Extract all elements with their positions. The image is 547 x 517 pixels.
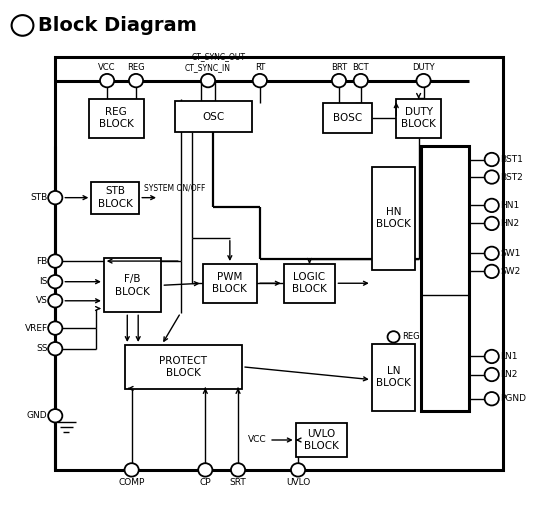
Text: PWM
BLOCK: PWM BLOCK — [212, 272, 247, 295]
Circle shape — [48, 275, 62, 288]
Circle shape — [201, 74, 215, 87]
Text: REG: REG — [401, 332, 420, 341]
Text: HN2: HN2 — [500, 219, 519, 228]
Circle shape — [485, 392, 499, 405]
Circle shape — [291, 463, 305, 477]
Circle shape — [48, 254, 62, 268]
Circle shape — [485, 265, 499, 278]
Bar — [295, 423, 347, 457]
Circle shape — [485, 350, 499, 363]
Text: CP: CP — [200, 478, 211, 487]
Text: STB: STB — [31, 193, 48, 202]
Text: SW2: SW2 — [500, 267, 520, 276]
Circle shape — [485, 247, 499, 260]
Circle shape — [48, 322, 62, 335]
Bar — [396, 99, 441, 138]
Text: BST1: BST1 — [500, 155, 523, 164]
Text: BST2: BST2 — [500, 173, 523, 181]
Text: BCT: BCT — [352, 64, 369, 72]
Text: Block Diagram: Block Diagram — [38, 16, 197, 35]
Text: BOSC: BOSC — [333, 113, 362, 123]
Text: F/B
BLOCK: F/B BLOCK — [115, 274, 150, 297]
Bar — [202, 264, 257, 302]
Circle shape — [231, 463, 245, 477]
Text: LN2: LN2 — [500, 370, 517, 379]
Text: PGND: PGND — [500, 394, 526, 403]
Bar — [372, 166, 415, 270]
Circle shape — [485, 199, 499, 212]
Text: HN
BLOCK: HN BLOCK — [376, 207, 411, 230]
Text: CT_SYNC_IN: CT_SYNC_IN — [185, 64, 231, 72]
Circle shape — [48, 191, 62, 204]
Bar — [125, 345, 242, 389]
Text: VCC: VCC — [98, 64, 116, 72]
Bar — [55, 57, 503, 470]
Text: BRT: BRT — [331, 64, 347, 72]
Text: OSC: OSC — [202, 112, 225, 121]
Text: SW1: SW1 — [500, 249, 520, 258]
Text: DUTY
BLOCK: DUTY BLOCK — [401, 107, 436, 129]
Text: VS: VS — [36, 296, 48, 305]
Circle shape — [387, 331, 399, 343]
Circle shape — [48, 342, 62, 355]
Text: SRT: SRT — [230, 478, 246, 487]
Bar — [421, 146, 469, 410]
Circle shape — [485, 368, 499, 381]
Text: RT: RT — [255, 64, 265, 72]
Circle shape — [354, 74, 368, 87]
Text: VCC: VCC — [248, 435, 267, 445]
Circle shape — [253, 74, 267, 87]
Circle shape — [100, 74, 114, 87]
Bar — [89, 99, 144, 138]
Text: IS: IS — [39, 277, 48, 286]
Text: UVLO
BLOCK: UVLO BLOCK — [304, 429, 339, 451]
Text: VREF: VREF — [25, 324, 48, 332]
Circle shape — [485, 153, 499, 166]
Circle shape — [416, 74, 430, 87]
Circle shape — [332, 74, 346, 87]
Circle shape — [11, 15, 33, 36]
Text: LN
BLOCK: LN BLOCK — [376, 366, 411, 388]
Text: PROTECT
BLOCK: PROTECT BLOCK — [160, 356, 207, 378]
Text: REG
BLOCK: REG BLOCK — [99, 107, 134, 129]
Text: GND: GND — [27, 411, 48, 420]
Bar — [104, 258, 161, 312]
Text: DUTY: DUTY — [412, 64, 435, 72]
Text: SS: SS — [36, 344, 48, 353]
Bar — [323, 103, 372, 133]
Text: UVLO: UVLO — [286, 478, 310, 487]
Bar — [175, 101, 252, 132]
Text: LN1: LN1 — [500, 352, 517, 361]
Circle shape — [125, 463, 139, 477]
Text: COMP: COMP — [119, 478, 145, 487]
Circle shape — [129, 74, 143, 87]
Circle shape — [485, 217, 499, 230]
Bar — [283, 264, 335, 302]
Circle shape — [48, 409, 62, 422]
Text: HN1: HN1 — [500, 201, 519, 210]
Circle shape — [485, 170, 499, 184]
Circle shape — [48, 294, 62, 308]
Bar — [372, 344, 415, 410]
Text: CT_SYNC_OUT: CT_SYNC_OUT — [192, 52, 246, 61]
Bar — [91, 181, 139, 214]
Text: FB: FB — [36, 256, 48, 266]
Circle shape — [198, 463, 212, 477]
Text: STB
BLOCK: STB BLOCK — [98, 187, 133, 209]
Text: REG: REG — [127, 64, 145, 72]
Text: SYSTEM ON/OFF: SYSTEM ON/OFF — [144, 184, 205, 192]
Text: LOGIC
BLOCK: LOGIC BLOCK — [292, 272, 327, 295]
